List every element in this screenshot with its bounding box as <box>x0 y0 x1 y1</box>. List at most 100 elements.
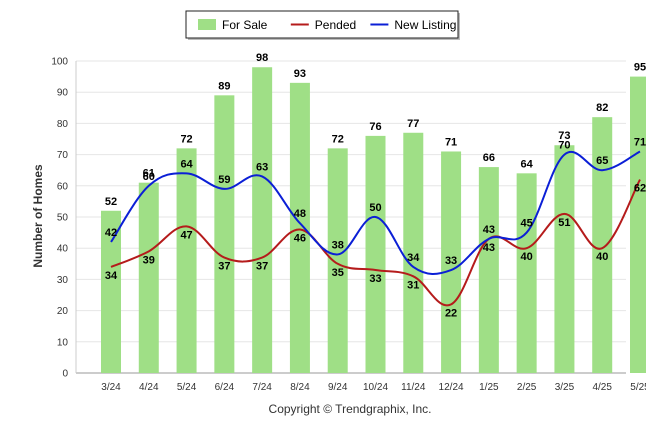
data-label-for-sale: 98 <box>256 52 268 64</box>
x-tick-label: 3/25 <box>555 382 575 393</box>
data-label-pended: 31 <box>407 279 419 291</box>
y-tick-label: 80 <box>57 119 69 130</box>
legend: For Sale Pended New Listing <box>185 10 460 40</box>
data-label-for-sale: 82 <box>596 102 608 114</box>
x-tick-label: 9/24 <box>328 382 348 393</box>
data-label-pended: 37 <box>218 261 230 273</box>
data-label-new-listing: 71 <box>634 136 646 148</box>
x-tick-label: 3/24 <box>101 382 121 393</box>
x-tick-label: 11/24 <box>401 382 426 393</box>
bar-for-sale <box>365 135 386 373</box>
data-label-for-sale: 61 <box>143 168 155 180</box>
data-label-pended: 35 <box>332 267 344 279</box>
data-label-new-listing: 42 <box>105 227 117 239</box>
y-tick-label: 20 <box>57 306 69 317</box>
x-tick-label: 5/25 <box>630 382 646 393</box>
bar-for-sale <box>630 76 646 373</box>
x-tick-label: 2/25 <box>517 382 537 393</box>
data-label-new-listing: 34 <box>407 252 420 264</box>
bar-for-sale <box>252 67 273 374</box>
data-label-for-sale: 89 <box>218 80 230 92</box>
x-tick-label: 6/24 <box>215 382 235 393</box>
y-tick-label: 10 <box>57 337 69 348</box>
bar-for-sale <box>289 82 310 373</box>
x-tick-label: 5/24 <box>177 382 197 393</box>
data-label-new-listing: 60 <box>143 171 155 183</box>
bar-for-sale <box>478 167 499 373</box>
legend-swatch-for-sale <box>198 19 216 30</box>
line-new-listing <box>110 150 641 275</box>
legend-box <box>185 10 459 39</box>
data-label-for-sale: 66 <box>483 152 495 164</box>
bar-for-sale <box>138 182 159 373</box>
x-tick-label: 12/24 <box>439 382 464 393</box>
bar-for-sale <box>441 151 462 373</box>
y-tick-label: 60 <box>57 181 69 192</box>
data-label-pended: 62 <box>634 183 646 195</box>
data-label-for-sale: 76 <box>369 121 381 133</box>
y-tick-label: 100 <box>51 57 68 68</box>
legend-label-new-listing: New Listing <box>394 18 456 32</box>
data-label-pended: 40 <box>596 251 608 263</box>
data-label-pended: 43 <box>483 242 495 254</box>
line-layer <box>110 150 641 307</box>
bar-for-sale <box>176 148 197 373</box>
label-layer: 52 61 72 89 98 93 72 76 77 71 66 64 73 82 95 34 39 47 37 37… <box>105 52 646 319</box>
data-label-pended: 40 <box>521 251 533 263</box>
data-label-pended: 51 <box>558 217 570 229</box>
legend-label-pended: Pended <box>315 18 356 32</box>
y-tick-label: 0 <box>62 369 68 380</box>
data-label-pended: 39 <box>143 254 155 266</box>
x-tick-label: 10/24 <box>363 382 388 393</box>
data-label-new-listing: 64 <box>180 158 193 170</box>
data-label-pended: 33 <box>369 273 381 285</box>
data-label-new-listing: 48 <box>294 208 306 220</box>
y-tick-label: 90 <box>57 88 69 99</box>
data-label-new-listing: 65 <box>596 155 608 167</box>
line-pended <box>110 179 641 307</box>
grid-layer <box>76 60 626 374</box>
y-axis-title: Number of Homes <box>31 164 45 268</box>
axis-layer: 0 10 20 30 40 50 60 70 80 90 100 3/24 4/24 5/24 6/24 7/… <box>51 57 646 394</box>
bar-for-sale <box>214 95 235 373</box>
x-tick-label: 4/25 <box>592 382 612 393</box>
y-tick-label: 30 <box>57 275 69 286</box>
bar-for-sale <box>327 148 348 373</box>
data-label-new-listing: 70 <box>558 140 570 152</box>
legend-label-for-sale: For Sale <box>222 18 268 32</box>
data-label-for-sale: 93 <box>294 68 306 80</box>
y-tick-label: 50 <box>57 213 69 224</box>
data-label-pended: 46 <box>294 232 306 244</box>
bar-for-sale <box>592 117 613 373</box>
bar-for-sale <box>403 132 424 373</box>
y-tick-label: 40 <box>57 244 69 255</box>
bar-for-sale <box>554 145 575 373</box>
data-label-for-sale: 72 <box>180 133 192 145</box>
data-label-for-sale: 73 <box>558 130 570 142</box>
data-label-new-listing: 43 <box>483 224 495 236</box>
data-label-new-listing: 59 <box>218 174 230 186</box>
bar-for-sale <box>516 173 537 373</box>
x-tick-label: 1/25 <box>479 382 499 393</box>
y-tick-label: 70 <box>57 150 69 161</box>
copyright-caption: Copyright © Trendgraphix, Inc. <box>269 402 432 416</box>
data-label-for-sale: 71 <box>445 136 457 148</box>
bar-layer <box>101 67 646 374</box>
data-label-new-listing: 33 <box>445 255 457 267</box>
data-label-for-sale: 72 <box>332 133 344 145</box>
data-label-new-listing: 63 <box>256 161 268 173</box>
data-label-new-listing: 50 <box>369 202 381 214</box>
data-label-for-sale: 52 <box>105 196 117 208</box>
data-label-pended: 34 <box>105 270 118 282</box>
x-tick-label: 7/24 <box>252 382 272 393</box>
data-label-new-listing: 45 <box>521 218 533 230</box>
data-label-for-sale: 64 <box>521 158 534 170</box>
data-label-pended: 22 <box>445 307 457 319</box>
x-tick-label: 4/24 <box>139 382 159 393</box>
data-label-pended: 37 <box>256 261 268 273</box>
data-label-new-listing: 38 <box>332 239 344 251</box>
data-label-pended: 47 <box>180 229 192 241</box>
data-label-for-sale: 77 <box>407 118 419 130</box>
